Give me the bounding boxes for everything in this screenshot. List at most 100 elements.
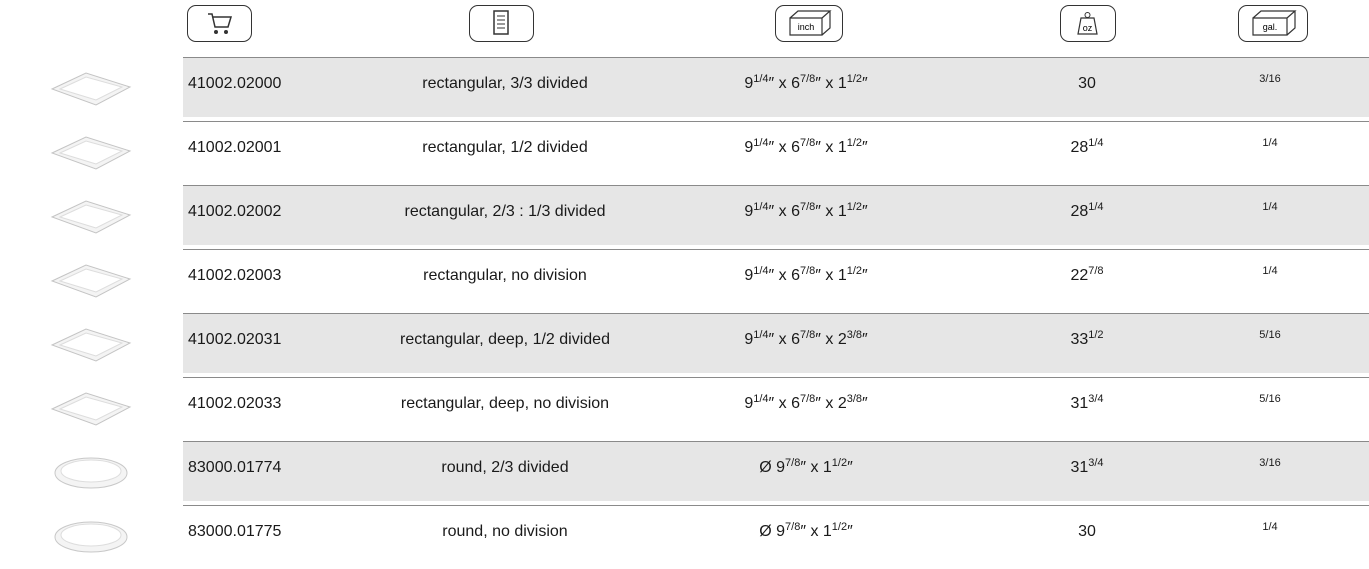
product-image <box>50 264 132 298</box>
volume: 1/4 <box>1220 521 1320 543</box>
text-part: 9 <box>744 75 754 92</box>
icon-label: gal. <box>1263 22 1278 32</box>
fraction: 1/2 <box>846 137 863 149</box>
fraction: 7/8 <box>799 265 816 277</box>
text-part: 30 <box>1078 523 1096 540</box>
text-part: ″ <box>862 267 868 284</box>
product-code: 41002.02000 <box>188 75 282 92</box>
row-band <box>183 57 1369 117</box>
fraction: 1/2 <box>846 201 863 213</box>
text-part: ″ <box>862 395 868 412</box>
weight-icon: oz <box>1060 5 1116 42</box>
dimensions: 91/4″ x 67/8″ x 11/2″ <box>656 201 956 223</box>
row-band <box>183 441 1369 501</box>
fraction: 1/2 <box>846 265 863 277</box>
text-part: 30 <box>1078 75 1096 92</box>
dimensions: 91/4″ x 67/8″ x 11/2″ <box>656 265 956 287</box>
text-part: 33 <box>1070 331 1089 348</box>
text-part: 9 <box>744 139 754 156</box>
text-part: 31 <box>1070 459 1089 476</box>
row-band <box>183 185 1369 245</box>
document-icon <box>469 5 534 42</box>
product-code: 41002.02002 <box>188 203 282 220</box>
fraction: 1/4 <box>753 393 769 405</box>
volume: 3/16 <box>1220 73 1320 95</box>
text-part: ″ x 1 <box>800 523 832 540</box>
description: round, 2/3 divided <box>441 459 569 476</box>
fraction: 7/8 <box>799 73 816 85</box>
fraction: 5/16 <box>1259 329 1281 341</box>
text-part: Ø 9 <box>759 523 786 540</box>
product-code: 83000.01775 <box>188 523 282 540</box>
text-part: ″ x 6 <box>768 395 800 412</box>
row-separator <box>183 249 1369 250</box>
description: rectangular, 1/2 divided <box>422 139 588 156</box>
row-separator <box>183 313 1369 314</box>
description: rectangular, 3/3 divided <box>422 75 588 92</box>
fraction: 1/4 <box>753 137 769 149</box>
icon-label: inch <box>798 22 815 32</box>
volume: 1/4 <box>1220 137 1320 159</box>
row-separator <box>183 505 1369 506</box>
row-separator <box>183 185 1369 186</box>
text-part: ″ x 2 <box>815 331 847 348</box>
text-part: ″ x 2 <box>815 395 847 412</box>
weight: 281/4 <box>1037 201 1137 223</box>
fraction: 1/4 <box>1262 137 1278 149</box>
text-part: 9 <box>744 203 754 220</box>
fraction: 3/4 <box>1088 393 1104 405</box>
dimensions: 91/4″ x 67/8″ x 11/2″ <box>656 137 956 159</box>
description: rectangular, no division <box>423 267 587 284</box>
fraction: 7/8 <box>799 137 816 149</box>
weight-glyph: oz <box>1077 12 1098 35</box>
dimensions: Ø 97/8″ x 11/2″ <box>656 521 956 543</box>
weight: 227/8 <box>1037 265 1137 287</box>
text-part: ″ <box>862 75 868 92</box>
fraction: 3/8 <box>846 329 863 341</box>
text-part: ″ x 6 <box>768 139 800 156</box>
product-image <box>50 328 132 362</box>
fraction: 3/16 <box>1259 457 1281 469</box>
product-image <box>54 457 128 489</box>
row-separator <box>183 57 1369 58</box>
weight: 30 <box>1037 74 1137 94</box>
fraction: 1/4 <box>753 201 769 213</box>
description: rectangular, deep, 1/2 divided <box>400 331 610 348</box>
weight: 313/4 <box>1037 393 1137 415</box>
row-separator <box>183 121 1369 122</box>
fraction: 1/4 <box>753 73 769 85</box>
icon-label: oz <box>1083 23 1093 33</box>
text-part: ″ x 6 <box>768 75 800 92</box>
text-part: ″ x 6 <box>768 331 800 348</box>
fraction: 1/4 <box>1262 265 1278 277</box>
text-part: ″ <box>862 331 868 348</box>
text-part: ″ x 1 <box>815 139 847 156</box>
fraction: 3/8 <box>846 393 863 405</box>
volume: 5/16 <box>1220 393 1320 415</box>
weight: 30 <box>1037 522 1137 542</box>
description: rectangular, deep, no division <box>400 395 610 412</box>
text-part: 28 <box>1070 203 1089 220</box>
text-part: ″ x 1 <box>815 203 847 220</box>
weight: 331/2 <box>1037 329 1137 351</box>
fraction: 7/8 <box>799 201 816 213</box>
product-code: 83000.01774 <box>188 459 282 476</box>
description: round, no division <box>442 523 568 540</box>
text-part: ″ x 1 <box>800 459 832 476</box>
fraction: 1/4 <box>1088 137 1104 149</box>
fraction: 5/16 <box>1259 393 1281 405</box>
dimensions-icon: inch <box>775 5 843 42</box>
product-image <box>50 200 132 234</box>
volume: 1/4 <box>1220 201 1320 223</box>
dimensions: 91/4″ x 67/8″ x 23/8″ <box>656 329 956 351</box>
volume: 5/16 <box>1220 329 1320 351</box>
fraction: 7/8 <box>799 329 816 341</box>
text-part: ″ <box>862 139 868 156</box>
weight: 281/4 <box>1037 137 1137 159</box>
fraction: 7/8 <box>799 393 816 405</box>
description: rectangular, 2/3 : 1/3 divided <box>404 203 606 220</box>
text-part: ″ x 1 <box>815 75 847 92</box>
fraction: 1/4 <box>1262 521 1278 533</box>
product-code: 41002.02031 <box>188 331 282 348</box>
